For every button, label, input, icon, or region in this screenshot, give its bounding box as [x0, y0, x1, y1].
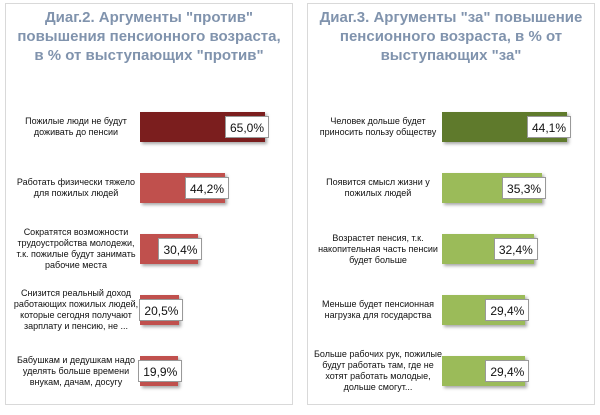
category-label: Меньше будет пенсионная нагрузка для гос… [314, 288, 442, 333]
category-label: Сократятся возможности трудоустройства м… [12, 227, 140, 271]
value-label: 44,2% [185, 176, 229, 199]
chart-panel: Диаг.2. Аргументы "против" повышения пен… [5, 3, 293, 405]
category-label: Человек дольше будет приносить пользу об… [314, 104, 442, 149]
chart-panel: Диаг.3. Аргументы "за" повышение пенсион… [307, 3, 595, 405]
value-label: 29,4% [485, 299, 530, 322]
category-label: Пожилые люди не будут доживать до пенсии [12, 104, 140, 149]
value-label: 19,9% [138, 360, 183, 383]
category-label: Появится смысл жизни у пожилых людей [314, 165, 442, 210]
value-label: 30,4% [158, 238, 203, 260]
category-label: Снизится реальный доход работающих пожил… [12, 288, 140, 333]
value-label: 35,3% [502, 176, 547, 199]
value-label: 29,4% [485, 360, 530, 383]
category-label: Больше рабочих рук, пожилые будут работа… [314, 349, 442, 394]
category-label: Возрастет пенсия, т.к. накопительная час… [314, 227, 442, 271]
chart-title: Диаг.3. Аргументы "за" повышение пенсион… [319, 9, 583, 64]
chart-title: Диаг.2. Аргументы "против" повышения пен… [17, 9, 281, 64]
category-label: Работать физически тяжело для пожилых лю… [12, 165, 140, 210]
value-label: 32,4% [493, 238, 538, 260]
value-label: 20,5% [139, 299, 184, 322]
value-label: 65,0% [225, 115, 269, 138]
category-label: Бабушкам и дедушкам надо уделять больше … [12, 349, 140, 394]
value-label: 44,1% [527, 115, 571, 138]
